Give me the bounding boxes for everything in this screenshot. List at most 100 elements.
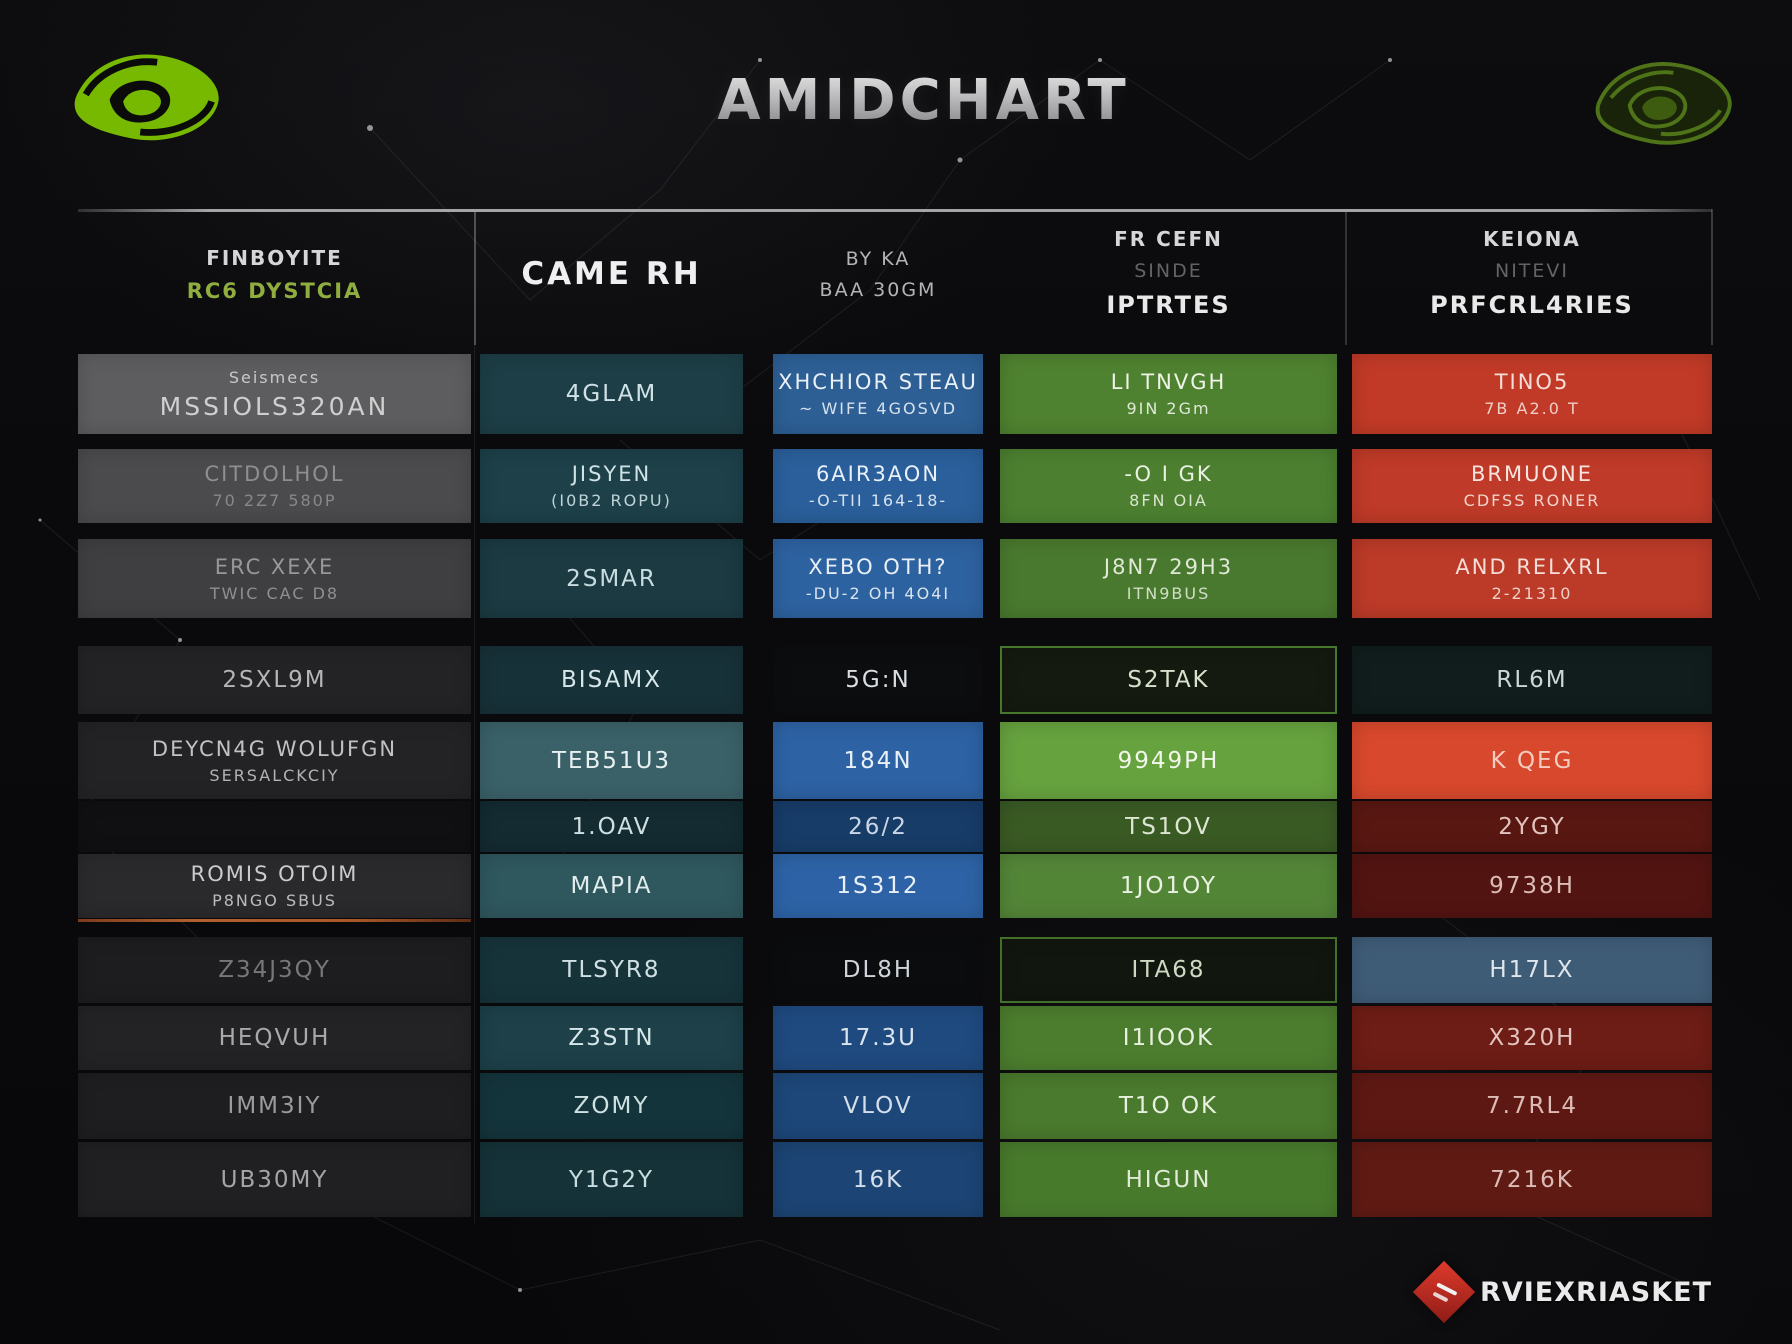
table-cell: MAPIA — [480, 854, 743, 918]
table-cell-text: 2SXL9M — [222, 667, 327, 693]
table-cell-text: TWIC CAC D8 — [209, 583, 340, 603]
table-cell-text: JISYEN — [571, 462, 652, 486]
column-divider-4 — [1345, 209, 1347, 345]
column-header-line: FINBOYITE — [206, 245, 343, 270]
table-cell-text: HIGUN — [1125, 1166, 1212, 1193]
table-cell-text: 5G:N — [845, 667, 911, 693]
table-cell-text: TINO5 — [1494, 370, 1570, 394]
table-cell: 17.3U — [773, 1006, 983, 1070]
table-cell-text: 16K — [852, 1166, 904, 1193]
table-cell: 7216K — [1352, 1142, 1712, 1217]
table-cell: T1O OK — [1000, 1073, 1337, 1139]
table-cell-text: IMM3IY — [227, 1093, 322, 1119]
table-cell-text: ROMIS OTOIM — [190, 862, 359, 886]
table-cell-text: 9IN 2Gm — [1126, 399, 1211, 418]
table-cell-text: DEYCN4G WOLUFGN — [151, 736, 398, 761]
table-cell: Z3STN — [480, 1006, 743, 1070]
table-cell-text: S2TAK — [1127, 667, 1210, 693]
table-cell-text: 26/2 — [848, 813, 908, 840]
table-cell-text: 1S312 — [836, 873, 920, 899]
red-diamond-logo — [1412, 1260, 1476, 1324]
table-cell-text: 1JO1OY — [1119, 873, 1218, 899]
table-cell: 2SXL9M — [78, 646, 471, 714]
table-cell: Z34J3QY — [78, 937, 471, 1003]
table-cell-text: K QEG — [1490, 747, 1574, 774]
table-cell: DEYCN4G WOLUFGN SERSALCKCIY — [78, 722, 471, 799]
table-cell-text: I1IOOK — [1122, 1025, 1215, 1051]
table-right-border — [1711, 209, 1713, 345]
footer-brand: RVIEXRIASKET — [1412, 1260, 1712, 1324]
table-cell-text: ~ WIFE 4GOSVD — [798, 399, 958, 418]
table-cell-text: ITN9BUS — [1126, 583, 1211, 603]
table-cell: 2YGY — [1352, 801, 1712, 852]
table-cell-text: Z3STN — [568, 1025, 655, 1051]
footer-brand-text: RVIEXRIASKET — [1480, 1276, 1712, 1308]
table-cell-text: X320H — [1488, 1025, 1576, 1051]
table-cell: 184N — [773, 722, 983, 799]
table-cell: BISAMX — [480, 646, 743, 714]
column-header-byka: BY KA BAA 30GM — [773, 208, 983, 340]
column-divider-1-lower — [474, 345, 475, 1223]
table-cell: TEB51U3 — [480, 722, 743, 799]
table-cell-text: P8NGO SBUS — [212, 891, 337, 910]
table-cell-text: UB30MY — [220, 1166, 329, 1193]
table-cell: 16K — [773, 1142, 983, 1217]
table-cell-text: (I0B2 ROPU) — [551, 491, 672, 510]
table-cell: HEQVUH — [78, 1006, 471, 1070]
table-cell-text: XHCHIOR STEAU — [778, 370, 978, 394]
table-cell: 6AIR3AON -O-TII 164-18- — [773, 449, 983, 523]
table-cell: VLOV — [773, 1073, 983, 1139]
table-cell — [78, 801, 471, 852]
table-cell: XEBO OTH? -DU-2 OH 4O4I — [773, 539, 983, 618]
table-cell-text: DL8H — [842, 957, 914, 983]
table-cell: TS1OV — [1000, 801, 1337, 852]
table-cell: I1IOOK — [1000, 1006, 1337, 1070]
table-cell-text: ZOMY — [573, 1093, 650, 1119]
column-header-finboyite: FINBOYITE RC6 DYSTCIA — [78, 208, 471, 340]
table-cell: 26/2 — [773, 801, 983, 852]
column-header-line: KEIONA — [1483, 227, 1581, 251]
table-cell-text: -O-TII 164-18- — [808, 491, 948, 510]
column-header-line: SINDE — [1134, 260, 1203, 282]
table-cell: AND RELXRL 2-21310 — [1352, 539, 1712, 618]
table-cell: -O I GK 8FN OIA — [1000, 449, 1337, 523]
column-header-line: BAA 30GM — [819, 278, 937, 301]
table-cell: JISYEN (I0B2 ROPU) — [480, 449, 743, 523]
table-cell-text: 7.7RL4 — [1485, 1093, 1578, 1119]
table-cell-text: 1.OAV — [571, 813, 652, 840]
table-cell-text: J8N7 29H3 — [1103, 554, 1234, 579]
table-cell-text: VLOV — [843, 1093, 913, 1119]
column-header-line: BY KA — [845, 247, 911, 270]
table-cell: CITDOLHOL 70 2Z7 580P — [78, 449, 471, 523]
table-cell-text: -O I GK — [1124, 462, 1213, 486]
column-header-line: FR CEFN — [1114, 227, 1223, 251]
table-cell: J8N7 29H3 ITN9BUS — [1000, 539, 1337, 618]
table-cell-text: 6AIR3AON — [815, 462, 941, 486]
table-cell-text: Seismecs — [228, 367, 321, 387]
table-cell: X320H — [1352, 1006, 1712, 1070]
table-cell-text: Z34J3QY — [218, 957, 331, 983]
table-cell-text: H17LX — [1489, 957, 1575, 983]
table-cell: Seismecs MSSIOLS320AN — [78, 354, 471, 434]
table-cell: DL8H — [773, 937, 983, 1003]
table-cell-text: HEQVUH — [218, 1025, 331, 1051]
table-cell-text: MSSIOLS320AN — [159, 391, 390, 421]
table-cell: BRMUONE CDFSS RONER — [1352, 449, 1712, 523]
table-cell-text: TEB51U3 — [551, 747, 672, 774]
table-cell-text: RL6M — [1496, 667, 1568, 693]
table-cell-text: Y1G2Y — [568, 1166, 655, 1193]
table-cell-text: BRMUONE — [1471, 462, 1593, 486]
table-cell: LI TNVGH 9IN 2Gm — [1000, 354, 1337, 434]
table-cell-text: 9738H — [1489, 873, 1575, 899]
table-cell-text: BISAMX — [561, 667, 662, 693]
table-cell-text: 2YGY — [1498, 813, 1566, 840]
table-cell-text: SERSALCKCIY — [209, 765, 340, 785]
table-cell-text: 2-21310 — [1491, 583, 1573, 603]
table-cell: ZOMY — [480, 1073, 743, 1139]
table-cell-text: TLSYR8 — [562, 957, 661, 983]
column-header-line: PRFCRL4RIES — [1430, 291, 1634, 319]
table-cell: 1S312 — [773, 854, 983, 918]
table-cell: 1JO1OY — [1000, 854, 1337, 918]
column-header-line: CAME RH — [521, 256, 702, 292]
